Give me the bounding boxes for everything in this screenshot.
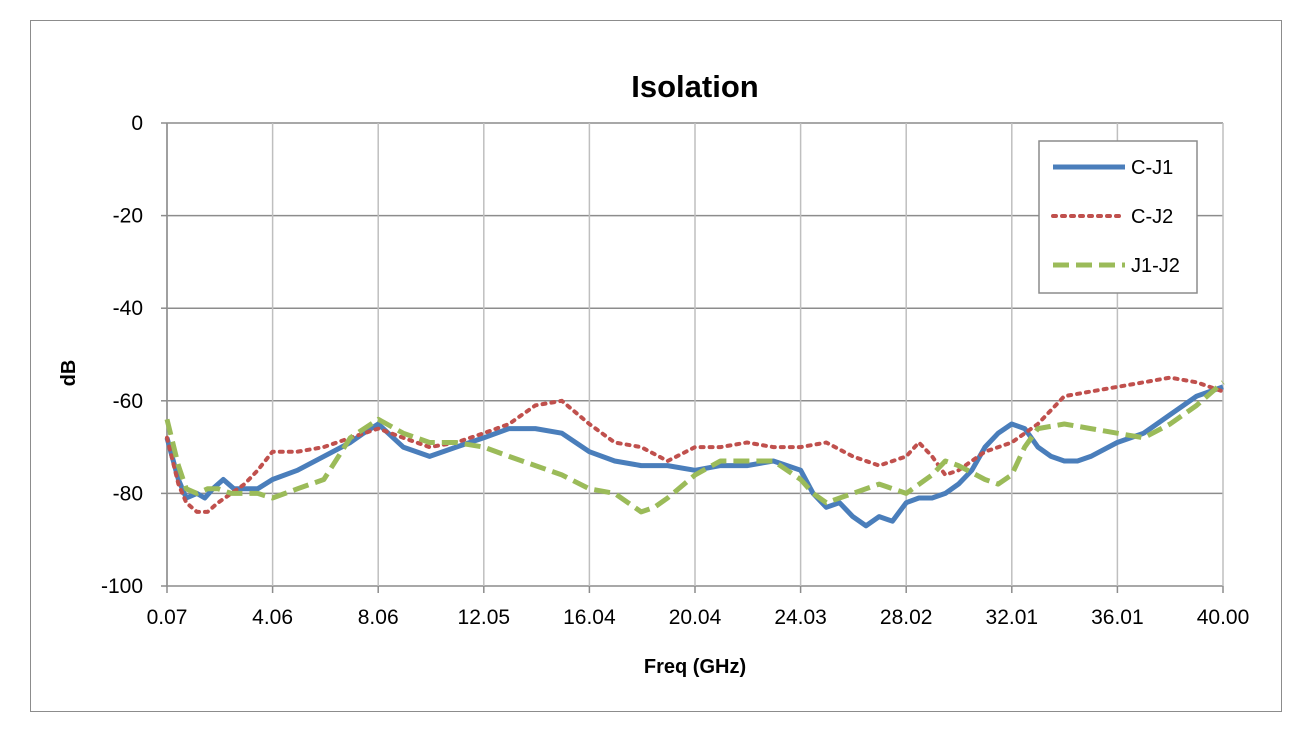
y-axis-title: dB (58, 360, 80, 387)
x-tick-label: 24.03 (774, 606, 827, 629)
series-lines (164, 375, 1225, 529)
legend[interactable]: C-J1 C-J2 J1-J2 (1038, 140, 1198, 294)
x-tick-label: 36.01 (1091, 606, 1144, 629)
y-tick-label: 0 (131, 112, 143, 135)
isolation-chart: Isolation 0 -20 -40 -60 -80 -100 0.07 4.06 8.06… (58, 69, 1250, 678)
y-axis-ticks: 0 -20 -40 -60 -80 -100 (101, 112, 143, 598)
y-tick-label: -80 (113, 482, 143, 505)
series-line-c-j1 (164, 384, 1224, 529)
legend-label-j1-j2: J1-J2 (1131, 255, 1180, 277)
x-tick-label: 12.05 (458, 606, 511, 629)
legend-label-c-j2: C-J2 (1131, 206, 1173, 228)
y-tick-label: -20 (113, 205, 143, 228)
series-line-j1-j2 (164, 380, 1225, 515)
x-axis-title: Freq (GHz) (644, 656, 746, 678)
x-tick-label: 0.07 (147, 606, 188, 629)
legend-label-c-j1: C-J1 (1131, 157, 1173, 179)
chart-frame: Isolation 0 -20 -40 -60 -80 -100 0.07 4.06 8.06… (30, 20, 1282, 712)
x-tick-label: 16.04 (563, 606, 616, 629)
x-tick-label: 32.01 (986, 606, 1039, 629)
chart-title: Isolation (631, 69, 758, 104)
y-tick-label: -100 (101, 575, 143, 598)
x-tick-label: 4.06 (252, 606, 293, 629)
series-line-c-j2 (165, 375, 1225, 514)
grid (161, 122, 1224, 593)
y-tick-label: -40 (113, 297, 143, 320)
x-tick-label: 28.02 (880, 606, 933, 629)
y-tick-label: -60 (113, 390, 143, 413)
x-axis-ticks: 0.07 4.06 8.06 12.05 16.04 20.04 24.03 28.02 32.… (147, 606, 1250, 629)
x-tick-label: 20.04 (669, 606, 722, 629)
x-tick-label: 8.06 (358, 606, 399, 629)
x-tick-label: 40.00 (1197, 606, 1250, 629)
